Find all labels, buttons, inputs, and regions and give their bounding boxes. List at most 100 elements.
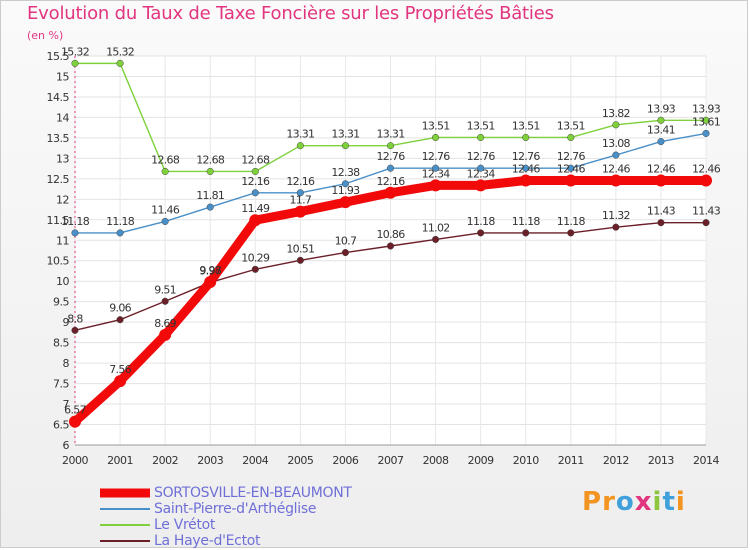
data-point-saint-pierre-d-arth-glise [116,229,124,237]
data-label-saint-pierre-d-arth-glise: 11.81 [196,189,224,202]
chart-title: Evolution du Taux de Taxe Foncière sur l… [27,3,554,24]
data-point-saint-pierre-d-arth-glise [702,129,710,137]
data-label-le-vr-tot: 13.93 [647,102,676,115]
data-label-le-vr-tot: 13.51 [467,119,495,132]
data-label-la-haye-d-ectot: 9.06 [109,302,131,315]
data-label-la-haye-d-ectot: 11.02 [422,221,450,234]
data-label-la-haye-d-ectot: 11.18 [557,215,586,228]
logo-letter: o [615,487,635,517]
data-point-la-haye-d-ectot [341,248,349,257]
x-tick-label: 2009 [468,454,494,467]
data-point-sortosville-en-beaumont [564,174,577,187]
data-label-la-haye-d-ectot: 11.32 [602,209,630,222]
data-label-saint-pierre-d-arth-glise: 12.76 [377,150,406,163]
logo-letter: t [662,487,676,517]
data-point-la-haye-d-ectot [386,242,395,250]
data-point-saint-pierre-d-arth-glise [612,151,620,159]
data-point-la-haye-d-ectot [251,265,259,273]
data-point-la-haye-d-ectot [522,229,530,237]
y-tick-label: 13 [56,152,69,165]
data-point-le-vr-tot [657,116,665,124]
data-label-la-haye-d-ectot: 8.8 [67,312,83,325]
data-point-le-vr-tot [432,133,440,142]
data-point-sortosville-en-beaumont [429,179,442,192]
data-point-la-haye-d-ectot [702,219,710,227]
data-label-sortosville-en-beaumont: 12.46 [512,162,541,175]
data-label-le-vr-tot: 13.51 [557,119,585,132]
data-label-sortosville-en-beaumont: 9.98 [199,264,221,277]
data-label-le-vr-tot: 12.68 [151,153,180,166]
data-label-sortosville-en-beaumont: 12.46 [557,162,586,175]
x-tick-label: 2007 [378,454,404,467]
x-tick-label: 2014 [693,454,719,467]
data-label-le-vr-tot: 13.51 [512,119,540,132]
y-tick-label: 13.5 [47,132,70,145]
x-tick-label: 2005 [287,454,313,467]
data-label-saint-pierre-d-arth-glise: 12.38 [331,166,360,179]
data-label-la-haye-d-ectot: 10.51 [286,242,314,255]
logo-letter: i [675,487,686,517]
x-tick-label: 2002 [152,454,178,467]
legend-label: Saint-Pierre-d'Arthéglise [154,501,317,517]
data-label-saint-pierre-d-arth-glise: 13.61 [692,115,720,128]
data-point-le-vr-tot [386,142,395,150]
y-axis-unit-label: (en %) [27,29,64,42]
y-tick-label: 9 [63,316,70,329]
data-point-la-haye-d-ectot [116,316,124,324]
data-label-sortosville-en-beaumont: 12.34 [422,167,451,180]
data-point-saint-pierre-d-arth-glise [71,229,79,237]
data-point-saint-pierre-d-arth-glise [432,164,440,172]
data-label-sortosville-en-beaumont: 11.93 [331,184,360,197]
y-tick-label: 12.5 [47,173,70,186]
data-point-sortosville-en-beaumont [700,174,712,187]
data-label-sortosville-en-beaumont: 6.57 [64,404,86,417]
grid-layer [74,55,707,446]
data-point-sortosville-en-beaumont [519,174,532,187]
data-point-sortosville-en-beaumont [474,179,487,192]
data-label-sortosville-en-beaumont: 8.69 [154,317,176,330]
data-point-la-haye-d-ectot [567,229,575,237]
data-point-le-vr-tot [341,142,349,150]
x-tick-label: 2001 [107,454,133,467]
data-label-le-vr-tot: 13.31 [377,128,405,141]
data-label-saint-pierre-d-arth-glise: 11.18 [106,215,135,228]
data-point-la-haye-d-ectot [432,235,440,243]
data-label-le-vr-tot: 12.68 [241,153,270,166]
data-point-sortosville-en-beaumont [249,214,262,227]
data-point-saint-pierre-d-arth-glise [296,189,304,197]
data-label-le-vr-tot: 13.93 [692,102,721,115]
data-point-sortosville-en-beaumont [384,186,397,199]
x-tick-label: 2010 [513,454,539,467]
data-label-le-vr-tot: 15.32 [106,45,134,58]
data-label-saint-pierre-d-arth-glise: 12.16 [241,175,270,188]
data-point-saint-pierre-d-arth-glise [161,217,169,225]
data-point-le-vr-tot [522,133,530,142]
proxiti-logo: Proxiti [582,487,686,517]
x-tick-label: 2000 [62,454,88,467]
data-label-saint-pierre-d-arth-glise: 12.16 [286,175,315,188]
y-tick-label: 12 [56,193,69,206]
data-point-le-vr-tot [116,59,124,67]
series-layer [69,59,712,428]
y-tick-label: 8.5 [53,337,69,350]
data-point-la-haye-d-ectot [71,326,79,334]
data-point-sortosville-en-beaumont [69,415,81,428]
logo-letter: P [582,487,603,517]
data-label-le-vr-tot: 13.82 [602,107,630,120]
legend-label: SORTOSVILLE-EN-BEAUMONT [154,485,352,501]
data-point-le-vr-tot [161,167,169,176]
data-label-la-haye-d-ectot: 9.97 [199,264,221,277]
data-point-le-vr-tot [477,133,485,142]
y-tick-label: 10 [56,275,69,288]
y-tick-label: 15 [56,70,69,83]
data-label-saint-pierre-d-arth-glise: 13.08 [602,137,631,150]
data-point-sortosville-en-beaumont [159,328,172,341]
y-tick-label: 14.5 [47,91,70,104]
data-point-la-haye-d-ectot [296,256,304,264]
data-point-saint-pierre-d-arth-glise [522,164,530,172]
data-point-le-vr-tot [296,142,304,150]
legend-label: La Haye-d'Ectot [154,533,261,549]
data-point-la-haye-d-ectot [657,219,665,227]
y-tick-label: 7 [63,398,70,411]
